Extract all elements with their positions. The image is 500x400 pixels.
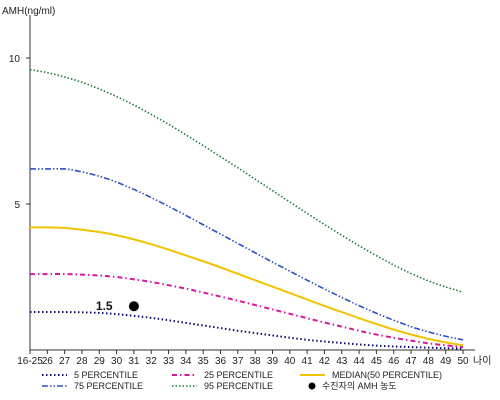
x-tick-label: 44 (354, 356, 366, 367)
x-tick-label: 29 (94, 356, 106, 367)
x-tick-label: 41 (302, 356, 314, 367)
series-line-75-percentile (30, 167, 464, 341)
x-tick-label: 45 (371, 356, 383, 367)
x-tick-label: 30 (111, 356, 123, 367)
x-tick-label: 37 (232, 356, 244, 367)
legend-label: 5 PERCENTILE (74, 370, 138, 380)
x-tick-label: 34 (180, 356, 192, 367)
y-tick-label: 10 (9, 54, 21, 65)
x-tick-label: 40 (284, 356, 296, 367)
legend-label: MEDIAN(50 PERCENTILE) (332, 370, 442, 380)
legend-label: 25 PERCENTILE (204, 370, 273, 380)
patient-amh-point (128, 301, 139, 312)
x-axis-label: 나이 (473, 355, 491, 367)
y-axis-label: AMH(ng/ml) (2, 6, 55, 17)
series-line-95-percentile (29, 68, 464, 293)
series-line-25-percentile (30, 273, 464, 349)
x-tick-label: 26 (42, 356, 54, 367)
x-tick-label: 27 (59, 356, 71, 367)
x-tick-label: 28 (76, 356, 88, 367)
x-tick-label: 33 (163, 356, 175, 367)
x-tick-label: 16-25 (17, 356, 43, 367)
series-lines (29, 68, 464, 350)
patient-amh-value-label: 1.5 (96, 299, 113, 313)
x-tick-label: 50 (457, 356, 469, 367)
x-tick-label: 39 (267, 356, 279, 367)
x-tick-label: 43 (336, 356, 348, 367)
series-line-5-percentile (29, 311, 464, 350)
legend-point-marker (308, 382, 316, 390)
x-tick-label: 32 (146, 356, 158, 367)
series-line-median-50-percentile (29, 226, 464, 347)
x-tick-label: 46 (388, 356, 400, 367)
patient-points: 1.5 (96, 299, 139, 313)
x-tick-label: 42 (319, 356, 331, 367)
x-tick-label: 48 (423, 356, 435, 367)
legend-label: 수진자의 AMH 농도 (322, 381, 397, 391)
x-tick-label: 47 (405, 356, 417, 367)
legend-label: 95 PERCENTILE (204, 381, 273, 391)
legend-label: 75 PERCENTILE (74, 381, 143, 391)
x-tick-label: 36 (215, 356, 227, 367)
x-tick-label: 35 (198, 356, 210, 367)
legend: 5 PERCENTILE 25 PERCENTILE MEDIAN(50 PERCE… (42, 370, 442, 391)
x-tick-label: 31 (128, 356, 140, 367)
x-tick-label: 38 (250, 356, 262, 367)
x-tick-label: 49 (440, 356, 452, 367)
y-tick-label: 5 (14, 200, 20, 211)
